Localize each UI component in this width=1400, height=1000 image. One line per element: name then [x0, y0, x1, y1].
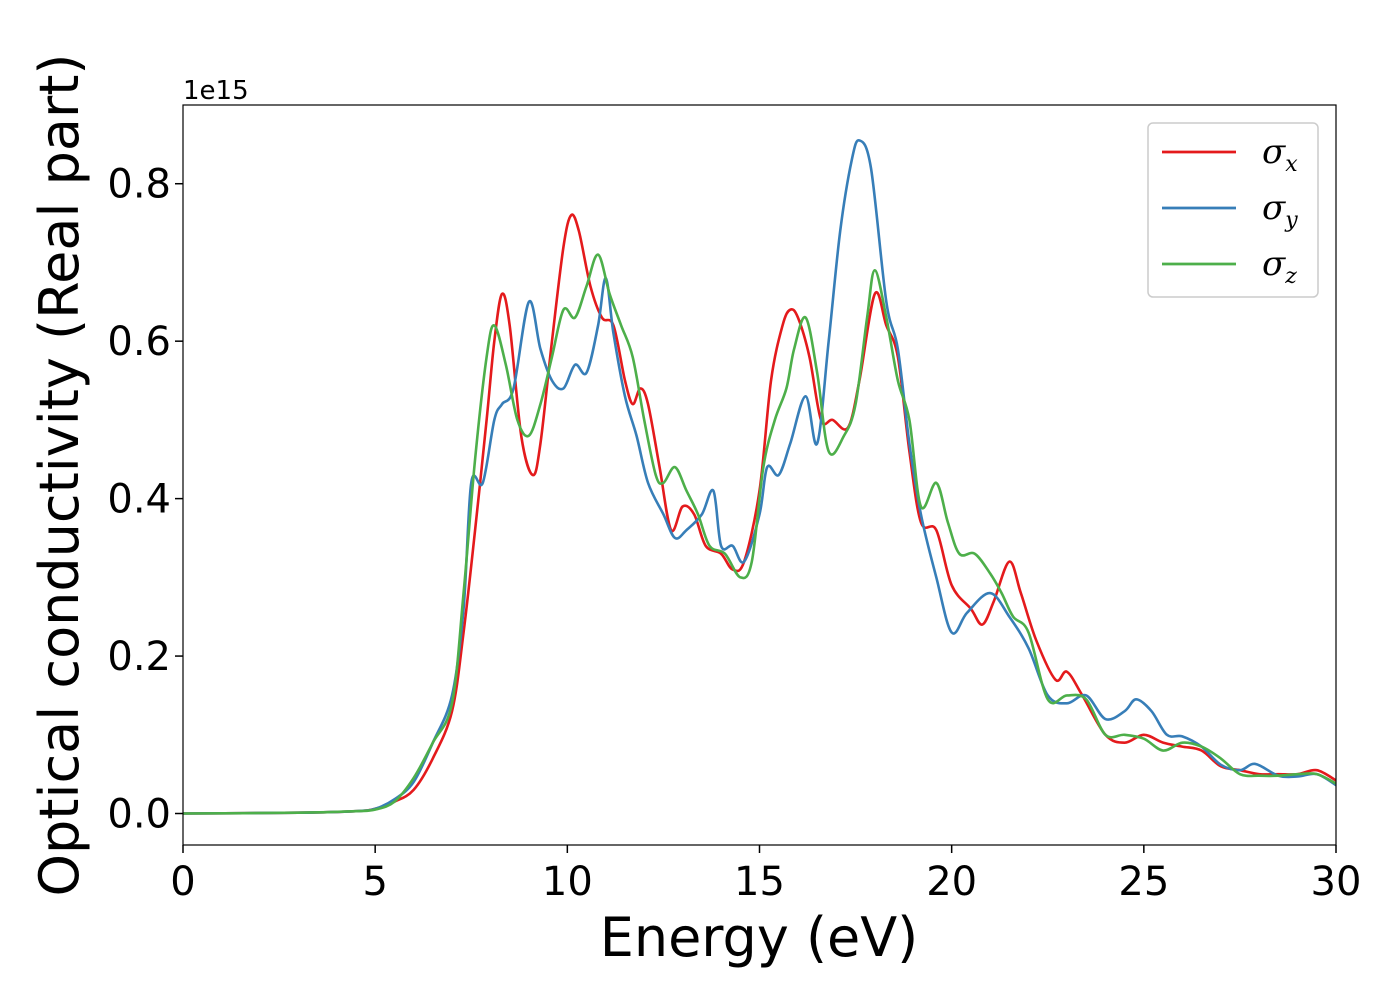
x-axis: 0 5 10 15 20 25 30: [170, 845, 1361, 905]
series-line-sigma-z: [183, 253, 1336, 815]
x-tick-label: 30: [1311, 859, 1362, 905]
y-axis: 0.0 0.2 0.4 0.6 0.8: [107, 162, 183, 838]
x-tick-label: 0: [170, 859, 195, 905]
legend-subscript: y: [1284, 208, 1298, 233]
y-tick-label: 0.6: [107, 319, 171, 365]
legend-subscript: x: [1285, 152, 1298, 177]
x-tick-label: 25: [1118, 859, 1169, 905]
y-axis-label: Optical conductivity (Real part): [28, 54, 91, 897]
y-offset-label: 1e15: [183, 76, 249, 106]
y-tick-label: 0.8: [107, 162, 171, 208]
legend-subscript: z: [1284, 264, 1297, 289]
plot-background: [183, 105, 1336, 845]
y-tick-label: 0.2: [107, 634, 171, 680]
x-tick-label: 5: [362, 859, 387, 905]
x-axis-label: Energy (eV): [600, 906, 919, 969]
x-tick-label: 15: [734, 859, 785, 905]
y-tick-label: 0.4: [107, 477, 171, 523]
legend-box: [1147, 122, 1319, 298]
series-layer: [183, 138, 1336, 815]
series-line-sigma-y: [183, 138, 1336, 815]
x-tick-label: 20: [926, 859, 977, 905]
x-tick-label: 10: [542, 859, 593, 905]
y-tick-label: 0.0: [107, 792, 171, 838]
